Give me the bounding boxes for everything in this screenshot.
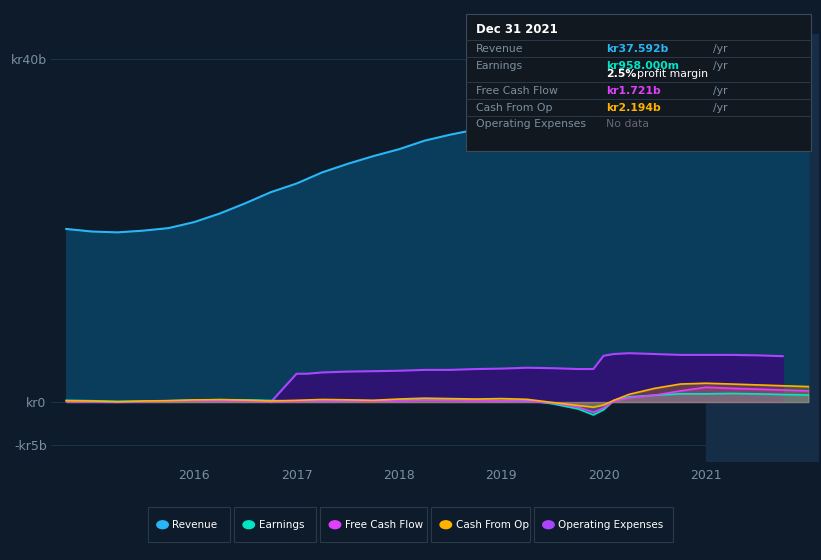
Text: Cash From Op: Cash From Op	[476, 102, 553, 113]
Text: No data: No data	[606, 119, 649, 129]
Text: Free Cash Flow: Free Cash Flow	[345, 520, 423, 530]
Text: Revenue: Revenue	[476, 44, 524, 54]
Text: Revenue: Revenue	[172, 520, 218, 530]
Text: Cash From Op: Cash From Op	[456, 520, 529, 530]
Text: Operating Expenses: Operating Expenses	[476, 119, 586, 129]
Text: kr958.000m: kr958.000m	[606, 60, 679, 71]
Text: /yr: /yr	[713, 86, 727, 96]
Text: Dec 31 2021: Dec 31 2021	[476, 23, 558, 36]
Text: Earnings: Earnings	[259, 520, 304, 530]
Text: /yr: /yr	[713, 102, 727, 113]
Text: /yr: /yr	[713, 60, 727, 71]
Text: 2.5%: 2.5%	[606, 69, 636, 79]
Text: kr2.194b: kr2.194b	[606, 102, 661, 113]
Bar	[706, 34, 819, 462]
Text: Operating Expenses: Operating Expenses	[558, 520, 663, 530]
Text: Earnings: Earnings	[476, 60, 523, 71]
Text: kr37.592b: kr37.592b	[606, 44, 668, 54]
Text: Free Cash Flow: Free Cash Flow	[476, 86, 558, 96]
Text: kr1.721b: kr1.721b	[606, 86, 661, 96]
Text: /yr: /yr	[713, 44, 727, 54]
Text: profit margin: profit margin	[637, 69, 708, 79]
